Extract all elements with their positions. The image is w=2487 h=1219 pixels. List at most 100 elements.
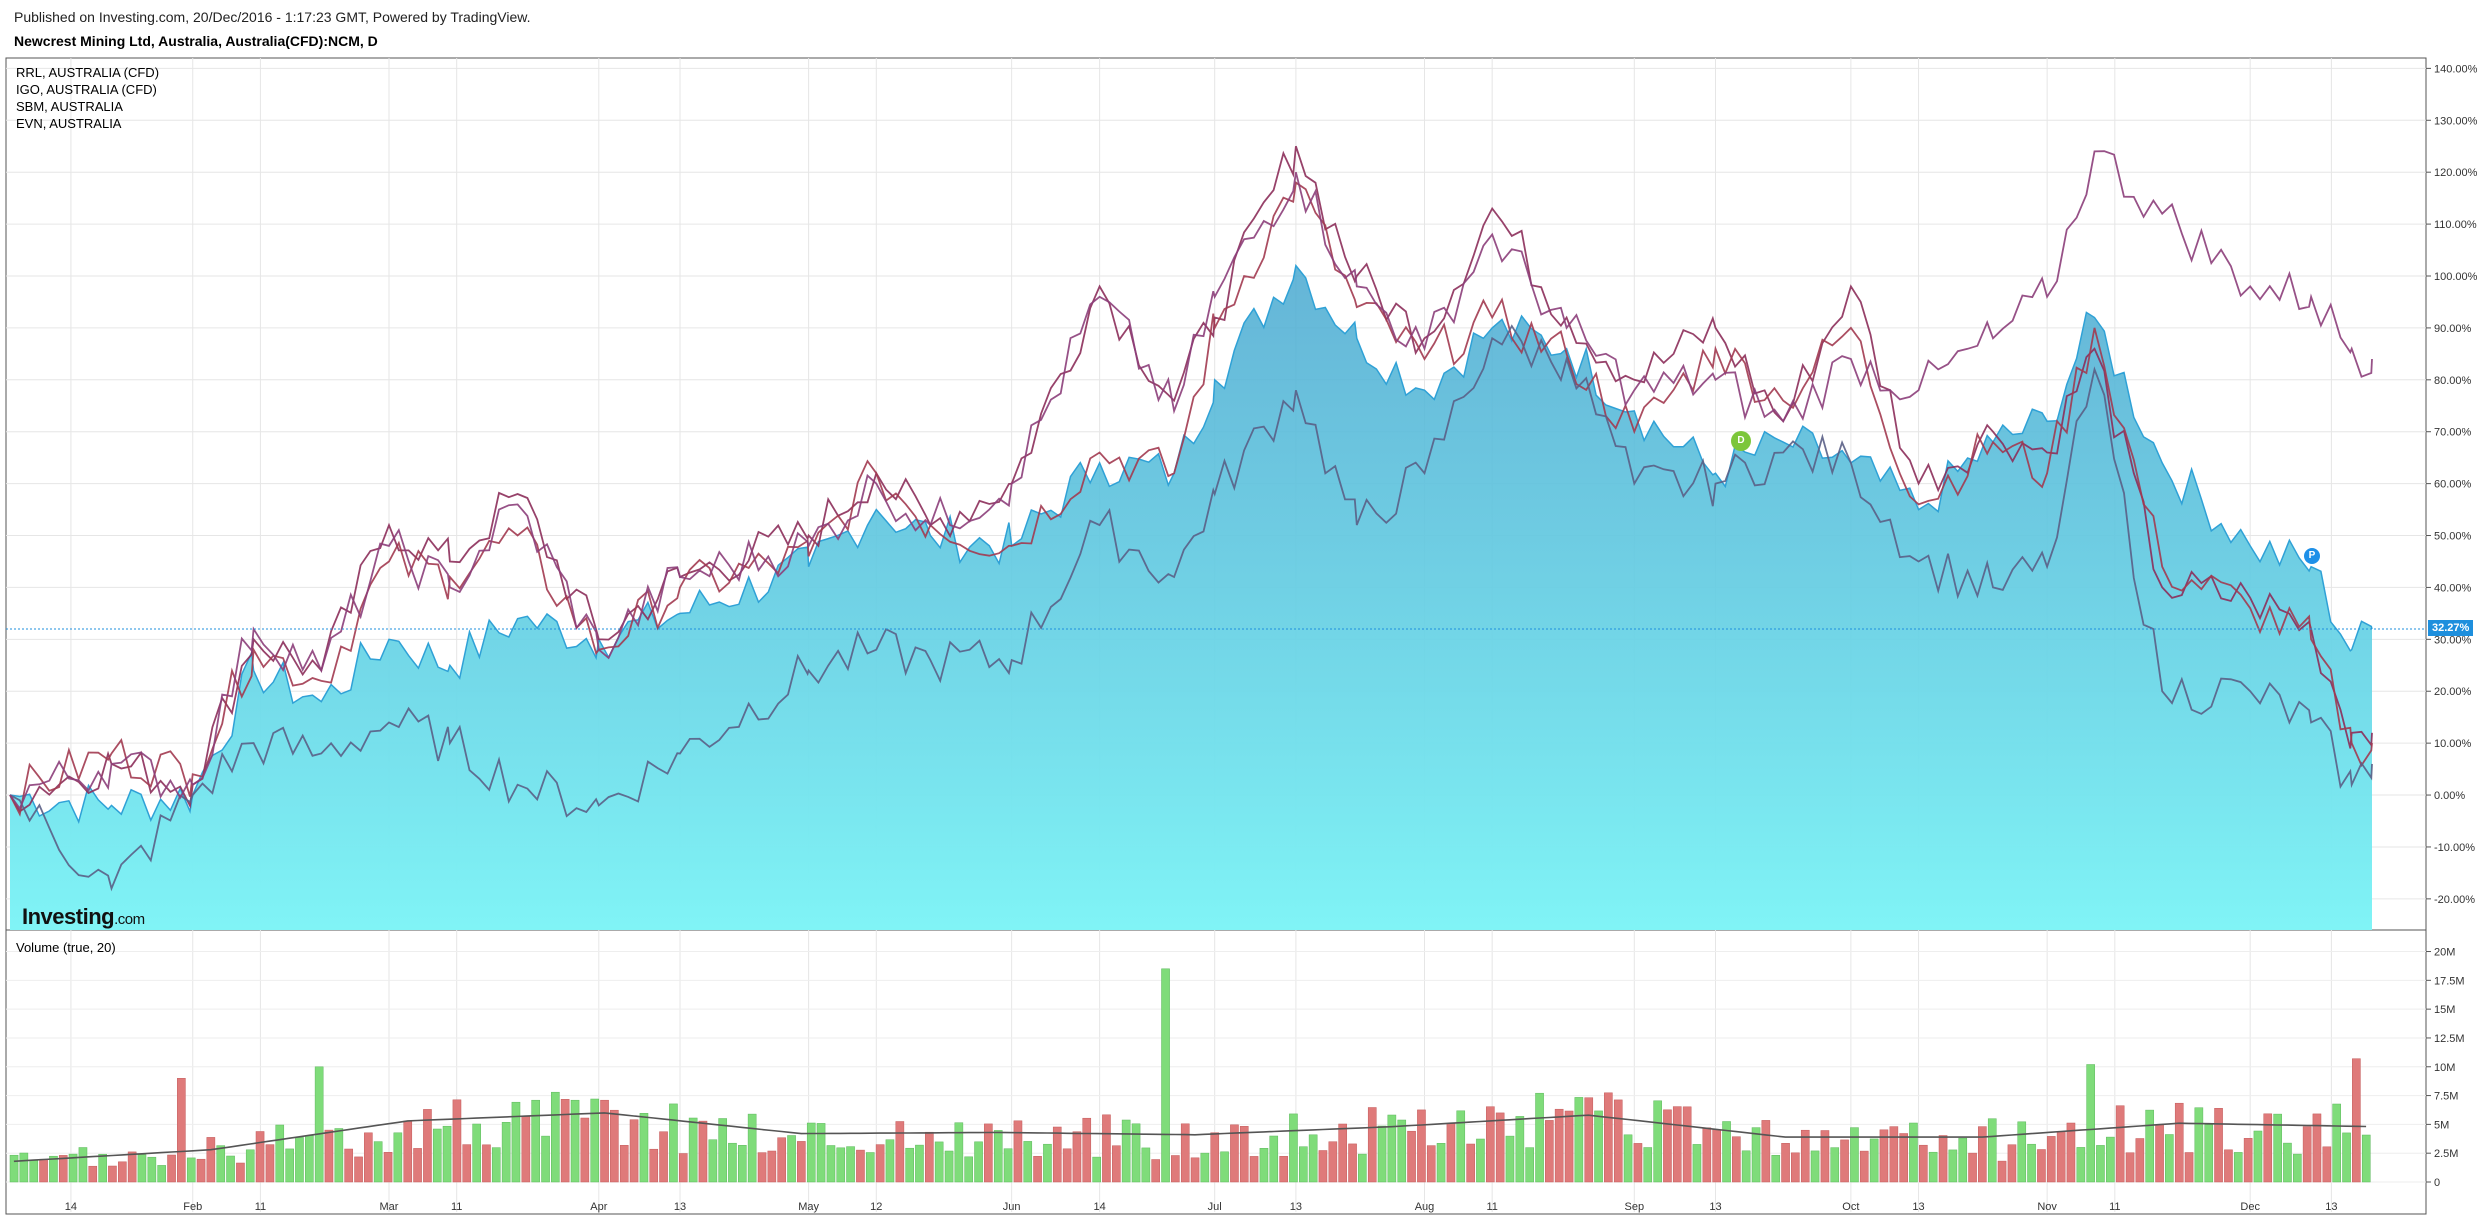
volume-bar bbox=[1200, 1152, 1210, 1183]
volume-bar bbox=[2293, 1153, 2302, 1183]
volume-bar bbox=[1151, 1159, 1160, 1183]
volume-bar bbox=[1466, 1143, 1475, 1183]
volume-bar bbox=[1594, 1110, 1603, 1183]
volume-bar bbox=[551, 1091, 560, 1183]
volume-bar bbox=[1456, 1110, 1466, 1183]
volume-bar bbox=[1102, 1114, 1111, 1183]
x-tick-label: Aug bbox=[1415, 1201, 1435, 1213]
volume-bar bbox=[2056, 1131, 2066, 1183]
dividend-marker[interactable]: D bbox=[1731, 431, 1751, 451]
volume-bar bbox=[462, 1144, 472, 1183]
volume-bar bbox=[1672, 1106, 1682, 1183]
volume-bar bbox=[993, 1130, 1003, 1183]
volume-bar bbox=[1574, 1097, 1584, 1183]
volume-bar bbox=[1820, 1130, 1830, 1183]
volume-bar bbox=[472, 1123, 481, 1183]
volume-bar bbox=[2066, 1122, 2076, 1183]
volume-bar bbox=[1220, 1151, 1229, 1183]
volume-bar bbox=[1495, 1112, 1505, 1183]
volume-bar bbox=[1623, 1134, 1633, 1183]
volume-bar bbox=[383, 1152, 393, 1183]
volume-bar bbox=[2361, 1134, 2371, 1183]
volume-bar bbox=[1830, 1147, 1840, 1183]
volume-bar bbox=[698, 1120, 708, 1183]
volume-bar bbox=[1033, 1156, 1042, 1183]
volume-bar bbox=[147, 1156, 157, 1183]
volume-bar bbox=[875, 1144, 885, 1183]
profile-marker[interactable]: P bbox=[2304, 548, 2320, 564]
volume-bar bbox=[511, 1101, 521, 1183]
vol-tick-label: 5M bbox=[2434, 1119, 2449, 1131]
y-tick-label: 30.00% bbox=[2434, 634, 2472, 646]
volume-bar bbox=[2283, 1142, 2292, 1183]
volume-bar bbox=[324, 1129, 334, 1183]
volume-bar bbox=[964, 1156, 973, 1183]
volume-bar bbox=[1958, 1137, 1968, 1183]
volume-bar bbox=[167, 1154, 176, 1183]
volume-bar bbox=[1082, 1117, 1092, 1183]
volume-bar bbox=[1377, 1125, 1387, 1183]
y-tick-label: 140.00% bbox=[2434, 63, 2478, 75]
volume-bar bbox=[1564, 1110, 1574, 1183]
volume-bar bbox=[491, 1147, 501, 1183]
volume-bar bbox=[1978, 1126, 1987, 1183]
volume-bar bbox=[2135, 1138, 2145, 1183]
x-tick-label: Jul bbox=[1208, 1201, 1222, 1213]
volume-bar bbox=[925, 1131, 934, 1183]
volume-bar bbox=[137, 1154, 147, 1183]
y-tick-label: 80.00% bbox=[2434, 375, 2472, 387]
volume-bar bbox=[1800, 1129, 1810, 1183]
volume-bar bbox=[265, 1144, 275, 1183]
series-line-evn bbox=[9, 150, 2373, 811]
volume-bar bbox=[678, 1153, 688, 1183]
series-line-igo bbox=[9, 181, 2373, 817]
volume-bar bbox=[1987, 1118, 1997, 1183]
volume-bar bbox=[1515, 1116, 1525, 1183]
volume-bar bbox=[29, 1160, 39, 1183]
volume-bar bbox=[2194, 1107, 2204, 1183]
volume-bar bbox=[354, 1156, 363, 1183]
investing-logo: Investing.com bbox=[22, 904, 145, 930]
volume-bar bbox=[1732, 1136, 1741, 1183]
volume-bar bbox=[2214, 1108, 2223, 1183]
volume-bar bbox=[846, 1146, 855, 1183]
volume-bar bbox=[2224, 1149, 2233, 1183]
volume-bar bbox=[2233, 1152, 2243, 1183]
volume-bar bbox=[1919, 1144, 1928, 1183]
volume-bar bbox=[1663, 1109, 1672, 1183]
legend-entry[interactable]: RRL, AUSTRALIA (CFD) bbox=[16, 65, 160, 80]
volume-bar bbox=[708, 1139, 718, 1183]
volume-bar bbox=[2253, 1130, 2263, 1183]
y-tick-label: 100.00% bbox=[2434, 271, 2478, 283]
volume-bar bbox=[2076, 1147, 2086, 1183]
vol-tick-label: 15M bbox=[2434, 1004, 2455, 1016]
volume-bar bbox=[974, 1141, 983, 1183]
legend-entry[interactable]: SBM, AUSTRALIA bbox=[16, 99, 123, 114]
volume-bar bbox=[501, 1122, 511, 1183]
x-tick-label: 11 bbox=[2109, 1201, 2120, 1213]
volume-bar bbox=[1112, 1145, 1121, 1183]
volume-bar bbox=[236, 1162, 245, 1183]
volume-bar bbox=[177, 1078, 186, 1183]
legend-entry[interactable]: IGO, AUSTRALIA (CFD) bbox=[16, 82, 157, 97]
volume-bar bbox=[344, 1148, 353, 1183]
x-tick-label: 11 bbox=[451, 1201, 462, 1213]
volume-bar bbox=[944, 1150, 954, 1183]
volume-bar bbox=[610, 1109, 619, 1183]
x-tick-label: 13 bbox=[674, 1201, 686, 1213]
x-tick-label: 13 bbox=[1912, 1201, 1924, 1213]
vol-tick-label: 0 bbox=[2434, 1177, 2440, 1189]
volume-bar bbox=[1387, 1114, 1397, 1183]
instrument-title: Newcrest Mining Ltd, Australia, Australi… bbox=[14, 33, 378, 49]
volume-bar bbox=[1791, 1152, 1800, 1183]
volume-bar bbox=[1859, 1150, 1869, 1183]
legend-entry[interactable]: EVN, AUSTRALIA bbox=[16, 116, 122, 131]
volume-plot bbox=[9, 968, 2371, 1183]
volume-bar bbox=[580, 1117, 590, 1183]
volume-bar bbox=[1052, 1126, 1062, 1183]
volume-bar bbox=[1210, 1132, 1220, 1183]
y-tick-label: 70.00% bbox=[2434, 427, 2472, 439]
volume-bar bbox=[1968, 1152, 1977, 1183]
volume-bar bbox=[718, 1118, 727, 1183]
